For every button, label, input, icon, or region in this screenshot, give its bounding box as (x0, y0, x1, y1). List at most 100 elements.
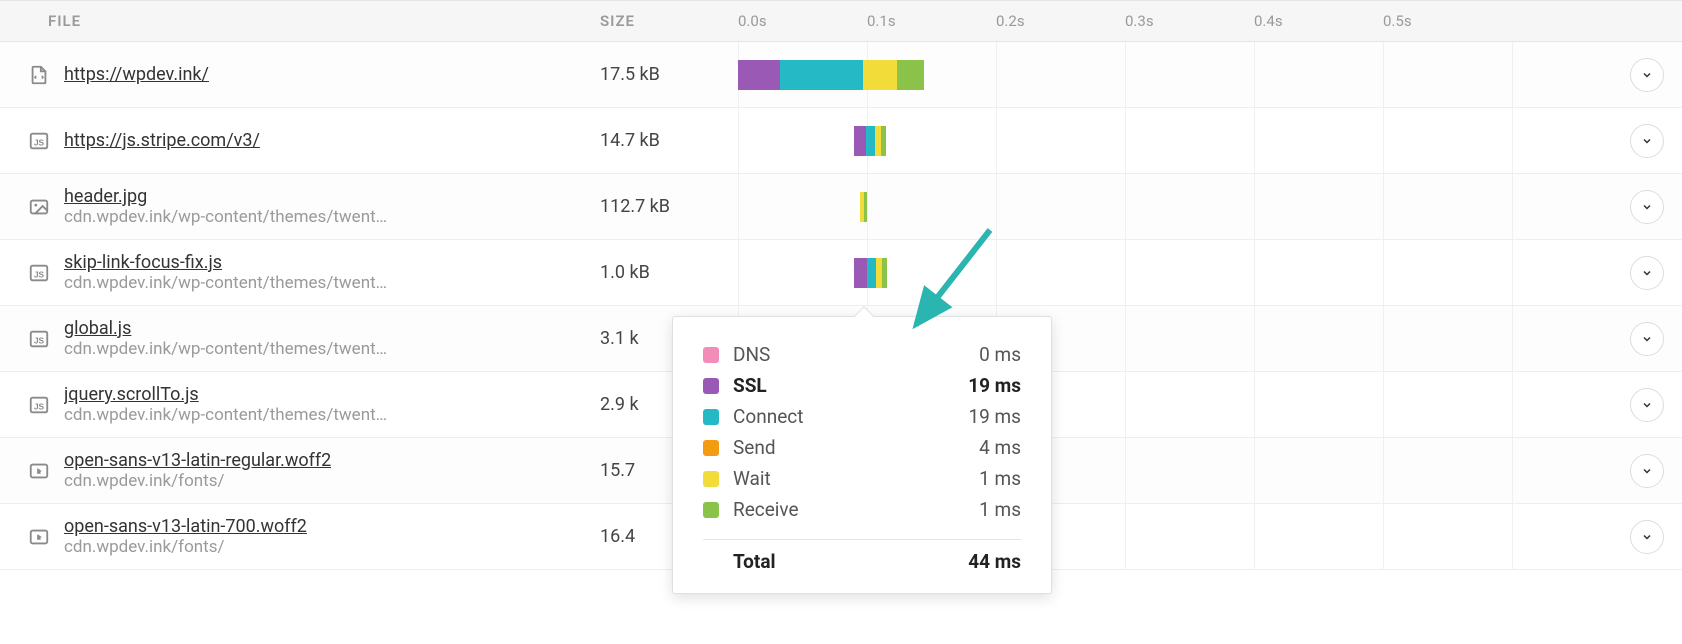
table-row: https://wpdev.ink/17.5 kB (0, 42, 1682, 108)
svg-text:JS: JS (34, 402, 45, 411)
tooltip-row: SSL19 ms (703, 370, 1021, 401)
file-cell: open-sans-v13-latin-700.woff2cdn.wpdev.i… (0, 516, 600, 557)
js-icon: JS (28, 130, 50, 152)
file-name-link[interactable]: jquery.scrollTo.js (64, 384, 387, 405)
waterfall-segment (854, 126, 866, 156)
file-cell: JS skip-link-focus-fix.jscdn.wpdev.ink/wp… (0, 252, 600, 293)
file-name-link[interactable]: open-sans-v13-latin-700.woff2 (64, 516, 307, 537)
waterfall-segment (897, 60, 924, 90)
js-icon: JS (28, 394, 50, 416)
waterfall-bar[interactable] (738, 60, 924, 90)
waterfall-segment (866, 126, 875, 156)
timeline-tick: 0.2s (996, 12, 1025, 30)
waterfall-segment (738, 60, 780, 90)
header-size: SIZE (600, 12, 720, 30)
tooltip-value: 19 ms (968, 374, 1021, 397)
expand-button[interactable] (1630, 322, 1664, 356)
tooltip-label: Send (733, 436, 979, 459)
file-name-link[interactable]: https://wpdev.ink/ (64, 64, 209, 85)
tooltip-label: Connect (733, 405, 968, 428)
tooltip-swatch (703, 409, 719, 425)
waterfall-segment (854, 258, 867, 288)
tooltip-label: DNS (733, 343, 979, 366)
font-icon (28, 526, 50, 548)
tooltip-divider (703, 539, 1021, 540)
file-subpath: cdn.wpdev.ink/fonts/ (64, 471, 331, 491)
tooltip-value: 0 ms (979, 343, 1021, 366)
expand-button[interactable] (1630, 58, 1664, 92)
tooltip-value: 1 ms (979, 467, 1021, 490)
svg-text:JS: JS (34, 336, 45, 345)
timeline-tick: 0.5s (1383, 12, 1412, 30)
table-header: FILE SIZE 0.0s 0.1s 0.2s 0.3s 0.4s 0.5s (0, 0, 1682, 42)
file-cell: open-sans-v13-latin-regular.woff2cdn.wpd… (0, 450, 600, 491)
file-name-link[interactable]: header.jpg (64, 186, 387, 207)
tooltip-row: Connect19 ms (703, 401, 1021, 432)
file-name-link[interactable]: skip-link-focus-fix.js (64, 252, 387, 273)
tooltip-row: DNS0 ms (703, 339, 1021, 370)
table-row: JS skip-link-focus-fix.jscdn.wpdev.ink/wp… (0, 240, 1682, 306)
waterfall-cell[interactable] (720, 192, 1612, 222)
waterfall-segment (867, 258, 876, 288)
file-subpath: cdn.wpdev.ink/wp-content/themes/twent… (64, 405, 387, 425)
file-cell: https://wpdev.ink/ (0, 64, 600, 86)
js-icon: JS (28, 328, 50, 350)
tooltip-total-row: Total 44 ms (703, 550, 1021, 573)
tooltip-row: Receive1 ms (703, 494, 1021, 525)
file-name-link[interactable]: https://js.stripe.com/v3/ (64, 130, 260, 151)
waterfall-cell[interactable] (720, 60, 1612, 90)
table-row: JS https://js.stripe.com/v3/14.7 kB (0, 108, 1682, 174)
timeline-tick: 0.0s (738, 12, 767, 30)
waterfall-bar[interactable] (854, 126, 886, 156)
table-row: header.jpgcdn.wpdev.ink/wp-content/theme… (0, 174, 1682, 240)
waterfall-segment (863, 60, 897, 90)
file-subpath: cdn.wpdev.ink/wp-content/themes/twent… (64, 207, 387, 227)
tooltip-swatch (703, 502, 719, 518)
js-icon: JS (28, 262, 50, 284)
file-cell: JS https://js.stripe.com/v3/ (0, 130, 600, 152)
file-cell: header.jpgcdn.wpdev.ink/wp-content/theme… (0, 186, 600, 227)
waterfall-segment (882, 258, 887, 288)
expand-button[interactable] (1630, 388, 1664, 422)
tooltip-total-label: Total (733, 550, 968, 573)
waterfall-cell[interactable] (720, 258, 1612, 288)
waterfall-segment (864, 192, 867, 222)
timeline-tick: 0.4s (1254, 12, 1283, 30)
expand-button[interactable] (1630, 256, 1664, 290)
file-name-link[interactable]: open-sans-v13-latin-regular.woff2 (64, 450, 331, 471)
size-cell: 14.7 kB (600, 130, 720, 151)
tooltip-swatch (703, 347, 719, 363)
waterfall-cell[interactable] (720, 126, 1612, 156)
expand-button[interactable] (1630, 454, 1664, 488)
tooltip-total-value: 44 ms (968, 550, 1021, 573)
size-cell: 1.0 kB (600, 262, 720, 283)
tooltip-value: 4 ms (979, 436, 1021, 459)
file-cell: JS jquery.scrollTo.jscdn.wpdev.ink/wp-con… (0, 384, 600, 425)
expand-button[interactable] (1630, 124, 1664, 158)
size-cell: 112.7 kB (600, 196, 720, 217)
file-name-link[interactable]: global.js (64, 318, 387, 339)
tooltip-row: Wait1 ms (703, 463, 1021, 494)
expand-button[interactable] (1630, 520, 1664, 554)
waterfall-bar[interactable] (860, 192, 867, 222)
tooltip-label: SSL (733, 374, 968, 397)
timeline-tick: 0.1s (867, 12, 896, 30)
tooltip-row: Send4 ms (703, 432, 1021, 463)
tooltip-value: 1 ms (979, 498, 1021, 521)
svg-text:JS: JS (34, 138, 45, 147)
file-subpath: cdn.wpdev.ink/wp-content/themes/twent… (64, 273, 387, 293)
tooltip-label: Receive (733, 498, 979, 521)
waterfall-bar[interactable] (854, 258, 887, 288)
header-file: FILE (0, 12, 600, 30)
svg-text:JS: JS (34, 270, 45, 279)
tooltip-label: Wait (733, 467, 979, 490)
tooltip-swatch (703, 471, 719, 487)
timeline-tick: 0.3s (1125, 12, 1154, 30)
tooltip-value: 19 ms (968, 405, 1021, 428)
expand-button[interactable] (1630, 190, 1664, 224)
waterfall-segment (780, 60, 863, 90)
size-cell: 17.5 kB (600, 64, 720, 85)
font-icon (28, 460, 50, 482)
file-subpath: cdn.wpdev.ink/wp-content/themes/twent… (64, 339, 387, 359)
tooltip-swatch (703, 440, 719, 456)
